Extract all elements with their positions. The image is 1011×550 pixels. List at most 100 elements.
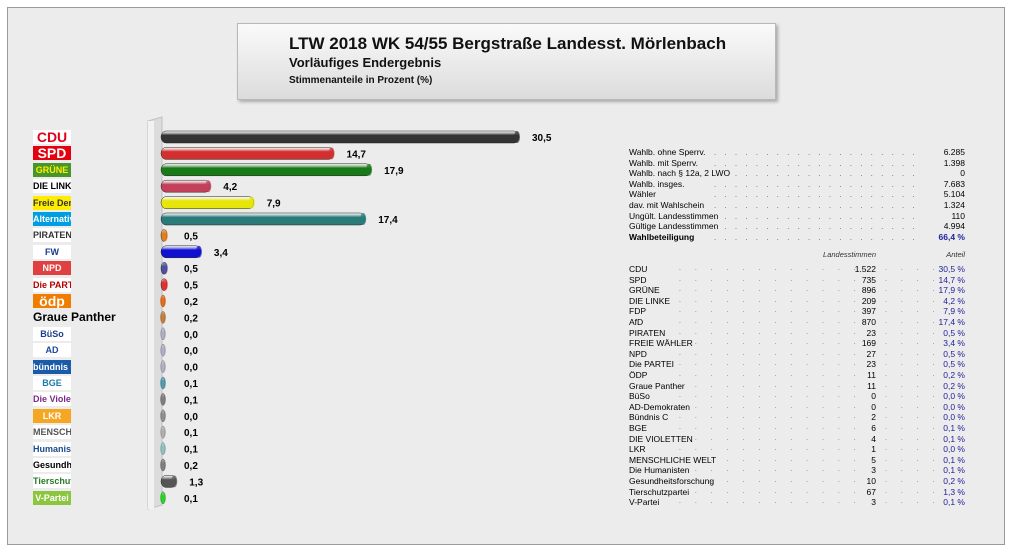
party-votes: 0 [871,391,876,402]
party-votes: 169 [861,338,876,349]
dot-leader: . . . . . . . [885,392,935,400]
dot-leader: . . . . . . . . . . . . . . . . [679,360,865,368]
bar-end-cap [160,426,166,439]
party-logo: NPD [33,261,71,276]
table-row: CDU . . . . . . . . . . . . . . . .1.522.… [629,264,965,275]
dot-leader: . . . . . . . . . . . . . . . . [679,328,865,336]
stats-row: Wahlb. insges. . . . . . . . . . . . . . … [629,179,965,190]
table-row: NPD . . . . . . . . . . . . . . . .27 . . … [629,349,965,360]
bar [160,147,334,160]
dot-leader: . . . . . . . [885,455,935,463]
bar-end-cap [160,442,166,455]
party-share: 30,5 % [938,264,965,274]
table-row: AfD . . . . . . . . . . . . . . . .870 . .… [629,317,965,328]
bar-value-label: 0,5 [184,281,198,292]
dot-leader: . . . . . . . . . . . . . . . . . . . . … [714,211,915,221]
party-name: Tierschutzpartei [629,486,690,497]
table-row: Die PARTEI . . . . . . . . . . . . . . . … [629,359,965,370]
party-share: 0,2 % [943,380,965,391]
stats-value: 1.324 [943,200,965,210]
dot-leader: . . . . . . . [885,265,935,272]
party-votes: 1 [871,444,876,455]
party-votes: 397 [861,306,876,317]
table-row: PIRATEN . . . . . . . . . . . . . . . .23… [629,328,965,339]
table-row: Tierschutzpartei. . . . . . . . . . . . … [629,487,965,498]
dot-leader: . . . . . . . . . . . . . . . . [679,286,865,294]
party-logo: SPD [33,146,71,161]
bar-value-label: 3,4 [214,248,228,259]
stats-value: 5.104 [943,189,965,200]
table-row: DIE LINKE . . . . . . . . . . . . . . . .… [629,296,965,307]
bar-value-label: 17,9 [384,166,404,177]
dot-leader: . . . . . . . . . . . . . . . . [679,434,865,442]
bar-end-cap [366,163,373,176]
party-share: 3,4 % [943,338,965,349]
dot-leader: . . . . . . . [885,487,935,495]
party-votes: 10 [866,476,876,486]
stats-value: 1.398 [943,157,965,168]
dot-leader: . . . . . . . [885,275,935,283]
table-row: AD-Demokraten. . . . . . . . . . . . . .… [629,402,965,413]
bar-value-label: 0,5 [184,264,198,275]
stats-row: Wahlbeteiligung . . . . . . . . . . . . .… [629,232,965,243]
dot-leader: . . . . . . . . . . . . . . . . [679,275,865,283]
dot-leader: . . . . . . . [885,498,935,506]
party-votes: 5 [871,454,876,465]
party-name: Die Humanisten [629,465,690,476]
stats-row: Wahlb. nach § 12a, 2 LWO. . . . . . . . … [629,168,965,179]
table-row: DIE VIOLETTEN. . . . . . . . . . . . . .… [629,434,965,445]
party-votes: 896 [861,285,876,296]
party-votes: 67 [866,486,876,497]
party-name: AD-Demokraten [629,401,690,412]
party-share: 0,0 % [943,444,965,455]
party-votes: 870 [861,317,876,327]
dot-leader: . . . . . . . . . . . . . . . . [679,455,865,463]
stats-value: 4.994 [943,221,965,232]
dot-leader: . . . . . . . . . . . . . . . . [679,445,865,453]
party-votes: 3 [871,465,876,476]
party-name: ÖDP [629,370,648,380]
dot-leader: . . . . . . . [885,424,935,431]
party-name: DIE VIOLETTEN [629,433,693,444]
bar-end-cap [160,360,166,373]
party-name: V-Partei [629,497,660,508]
bar-end-cap [171,475,178,488]
party-share: 0,1 % [943,433,965,444]
party-logo: BGE [33,376,71,390]
bar-value-label: 0,1 [184,379,198,390]
dot-leader: . . . . . . . . . . . . . . . . . . . . … [714,169,915,179]
dot-leader: . . . . . . . [885,381,935,389]
bar-end-cap [205,180,212,193]
bar-value-label: 0,2 [184,313,198,324]
dot-leader: . . . . . . . [885,445,935,453]
party-logo: Alternative [33,212,71,226]
bar-value-label: 0,0 [184,330,198,341]
stats-label: Wahlb. ohne Sperrv. [629,147,706,157]
dot-leader: . . . . . . . [885,477,935,484]
stats-row: Ungült. Landesstimmen. . . . . . . . . .… [629,211,965,222]
page-subtitle: Vorläufiges Endergebnis [289,55,442,70]
bar-end-cap [160,393,166,406]
party-votes: 2 [871,412,876,423]
stats-value: 6.285 [943,147,965,157]
bar-end-cap [160,491,166,504]
party-logo: AD [33,343,71,358]
table-row: GRÜNE . . . . . . . . . . . . . . . .896.… [629,285,965,296]
party-share: 0,0 % [943,401,965,412]
bar [160,196,254,209]
party-name: Bündnis C [629,412,669,423]
bar [160,179,211,193]
table-row: LKR . . . . . . . . . . . . . . . . 1 . . .… [629,444,965,455]
bar-value-label: 17,4 [378,215,398,226]
stats-value: 7.683 [943,178,965,189]
dot-leader: . . . . . . . . . . . . . . . . [679,424,865,431]
stats-label: dav. mit Wahlschein [629,200,705,210]
table-row: FDP . . . . . . . . . . . . . . . .397 . .… [629,306,965,317]
party-logo: V-Partei [33,490,71,505]
bar-value-label: 1,3 [189,477,203,488]
party-votes: 23 [866,359,876,370]
stats-label: Wahlb. insges. [629,178,685,189]
party-votes: 11 [867,370,876,380]
party-name: Die PARTEI [629,359,675,370]
